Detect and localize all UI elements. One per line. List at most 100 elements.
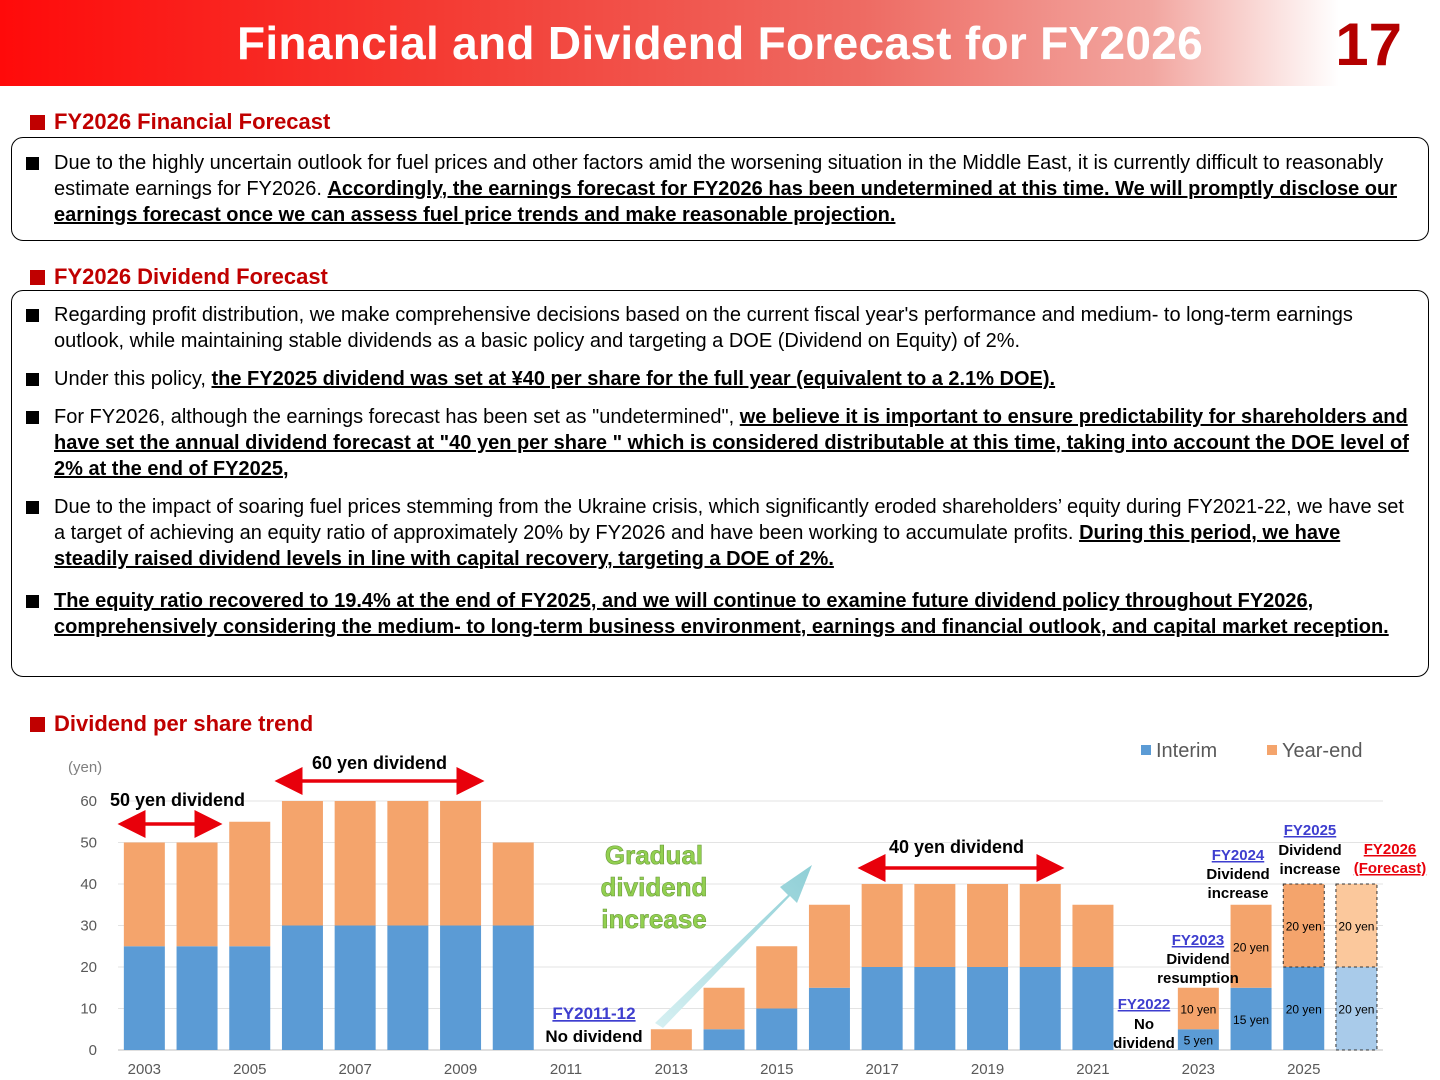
annotation-fy2026-year: FY2026 — [1364, 841, 1417, 858]
bar-interim — [1283, 967, 1325, 1050]
bar-interim — [1230, 987, 1272, 1050]
bar-value-label: 20 yen — [1286, 1003, 1322, 1017]
dividend-paragraph-3: For FY2026, although the earnings foreca… — [54, 404, 1420, 482]
legend-swatch-year-end — [1267, 745, 1277, 755]
bar-year-end — [861, 884, 903, 967]
bar-year-end — [334, 801, 376, 926]
bar-interim — [229, 946, 271, 1050]
annotation-fy2023-text: resumption — [1157, 970, 1239, 987]
text-plain: Due to the highly uncertain outlook for … — [54, 152, 1384, 200]
text-plain: Under this policy, — [54, 368, 212, 390]
annotation-fy2022-year: FY2022 — [1118, 996, 1171, 1013]
x-tick-label: 2019 — [971, 1061, 1004, 1078]
bar-year-end — [756, 946, 798, 1009]
bar-interim — [387, 925, 429, 1050]
bar-interim — [1177, 1029, 1219, 1050]
square-bullet-icon — [30, 717, 45, 732]
bar-value-label: 20 yen — [1338, 1003, 1374, 1017]
annotation-fy2025-text: increase — [1280, 861, 1341, 878]
text-plain: Due to the impact of soaring fuel prices… — [54, 496, 1404, 544]
text-emphasis: During this period, we have steadily rai… — [54, 522, 1341, 570]
page-number: 17 — [1335, 11, 1402, 78]
bar-interim — [281, 925, 323, 1050]
bar-interim — [440, 925, 482, 1050]
bar-year-end — [1072, 904, 1114, 967]
bullet-icon — [26, 309, 39, 322]
annotation-40-yen-dividend: 40 yen dividend — [889, 837, 1024, 857]
bar-year-end — [650, 1029, 692, 1050]
page-title: Financial and Dividend Forecast for FY20… — [236, 17, 1204, 69]
y-tick-label: 50 — [80, 835, 97, 852]
bar-interim — [1335, 966, 1378, 1051]
annotation-50-yen-dividend: 50 yen dividend — [110, 790, 245, 810]
bar-value-label: 10 yen — [1180, 1003, 1216, 1017]
y-tick-label: 10 — [80, 1001, 97, 1018]
x-tick-label: 2017 — [865, 1061, 898, 1078]
bar-interim — [1019, 967, 1061, 1050]
bar-value-label: 20 yen — [1286, 920, 1322, 934]
annotation-fy2026-text: (Forecast) — [1354, 860, 1427, 877]
square-bullet-icon — [30, 115, 45, 130]
bar-year-end — [808, 904, 850, 988]
bar-interim — [334, 925, 376, 1050]
bar-value-label: 20 yen — [1233, 940, 1269, 954]
y-tick-label: 20 — [80, 959, 97, 976]
bar-value-label: 15 yen — [1233, 1013, 1269, 1027]
chart-legend: Interim Year-end — [1141, 740, 1362, 762]
bar-year-end — [967, 884, 1009, 967]
bar-year-end — [1230, 904, 1272, 988]
x-tick-label: 2025 — [1287, 1061, 1320, 1078]
bar-year-end — [281, 801, 323, 926]
annotation-fy2025-text: Dividend — [1278, 842, 1341, 859]
x-tick-label: 2009 — [444, 1061, 477, 1078]
financial-forecast-box: Due to the highly uncertain outlook for … — [11, 137, 1429, 241]
bullet-icon — [26, 157, 39, 170]
bar-year-end — [176, 842, 218, 947]
bar-year-end — [387, 801, 429, 926]
y-tick-label: 60 — [80, 793, 97, 810]
annotation-fy2024-year: FY2024 — [1212, 847, 1265, 864]
bar-interim — [703, 1029, 745, 1050]
annotation-gradual-increase: dividend — [601, 872, 708, 902]
section-heading-text: Dividend per share trend — [54, 711, 314, 736]
x-tick-label: 2013 — [655, 1061, 688, 1078]
y-tick-label: 30 — [80, 918, 97, 935]
bar-year-end — [1335, 883, 1378, 968]
bar-year-end — [492, 842, 534, 926]
bar-interim — [123, 946, 165, 1050]
bar-year-end — [1019, 884, 1061, 967]
section-heading-financial: FY2026 Financial Forecast — [30, 109, 330, 135]
annotation-fy2023-text: Dividend — [1166, 951, 1229, 968]
bar-interim — [808, 987, 850, 1050]
x-tick-label: 2015 — [760, 1061, 793, 1078]
bullet-icon — [26, 501, 39, 514]
bullet-icon — [26, 595, 39, 608]
bullet-icon — [26, 411, 39, 424]
y-tick-label: 0 — [89, 1042, 97, 1059]
bar-year-end — [440, 801, 482, 926]
bar-interim — [756, 1008, 798, 1050]
text-plain: Regarding profit distribution, we make c… — [54, 304, 1353, 352]
bar-year-end — [703, 987, 745, 1030]
y-tick-label: 40 — [80, 876, 97, 893]
bar-interim — [914, 967, 956, 1050]
section-heading-text: FY2026 Financial Forecast — [54, 109, 331, 134]
section-heading-dividend: FY2026 Dividend Forecast — [30, 264, 328, 290]
bar-interim — [861, 967, 903, 1050]
bar-year-end — [229, 821, 271, 947]
bar-value-label: 20 yen — [1338, 920, 1374, 934]
annotation-fy2011-text: No dividend — [545, 1027, 642, 1046]
bar-year-end — [1282, 883, 1325, 968]
bar-value-label: 5 yen — [1184, 1034, 1213, 1048]
dividend-paragraph-5: The equity ratio recovered to 19.4% at t… — [54, 588, 1420, 640]
annotation-fy2022-text: dividend — [1113, 1035, 1175, 1052]
text-emphasis: we believe it is important to ensure pre… — [54, 406, 1409, 480]
section-heading-text: FY2026 Dividend Forecast — [54, 264, 328, 289]
bar-interim — [176, 946, 218, 1050]
annotation-60-yen-dividend: 60 yen dividend — [312, 753, 447, 773]
header-banner: Financial and Dividend Forecast for FY20… — [0, 0, 1440, 86]
bar-interim — [1072, 967, 1114, 1050]
bar-year-end — [914, 884, 956, 967]
text-plain: For FY2026, although the earnings foreca… — [54, 406, 740, 428]
bar-interim — [967, 967, 1009, 1050]
